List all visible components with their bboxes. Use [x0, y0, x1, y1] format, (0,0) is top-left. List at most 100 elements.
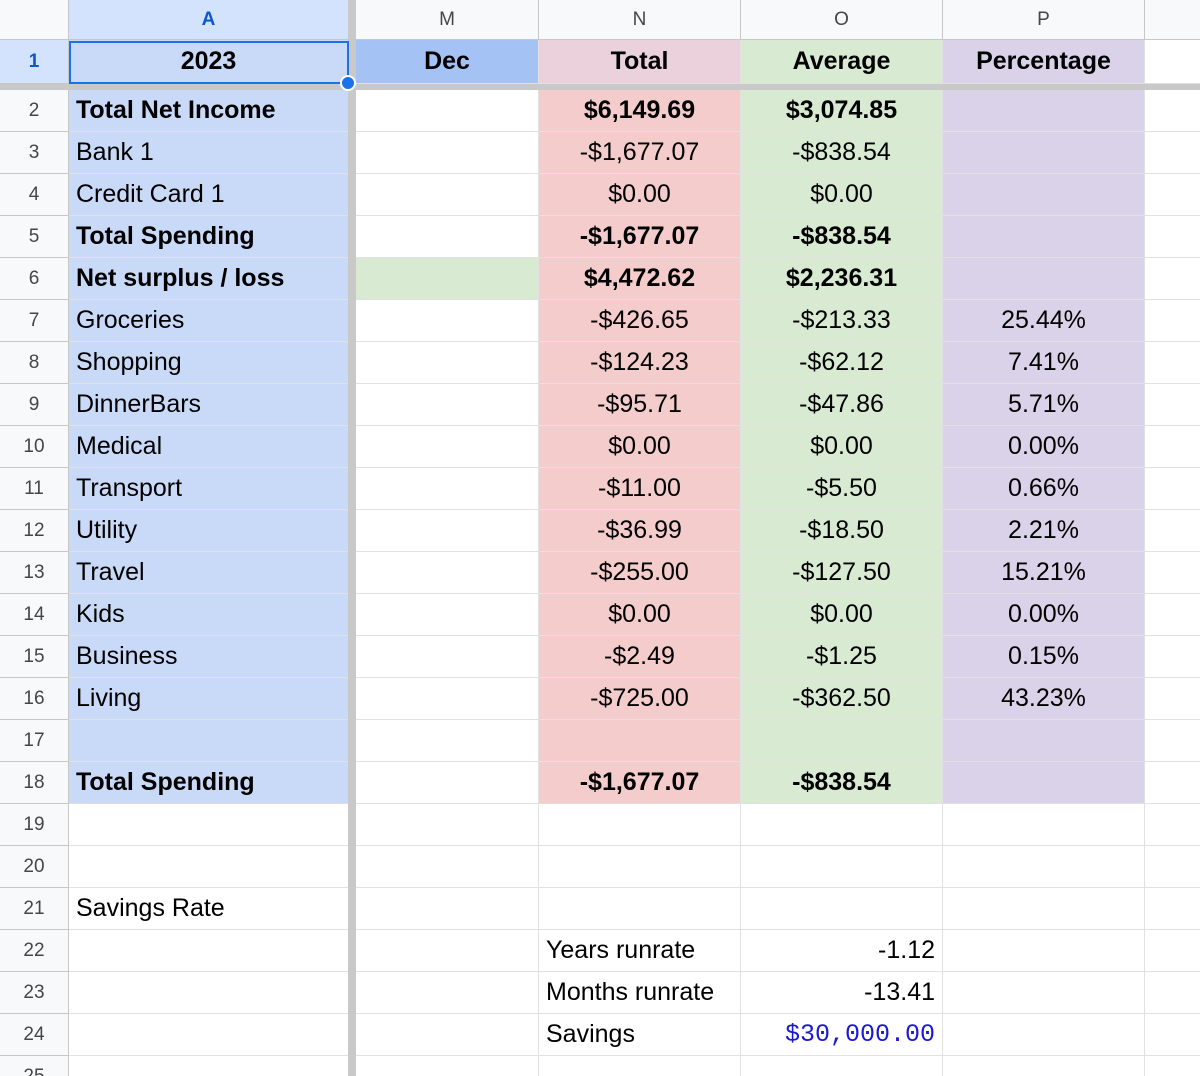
row-label-cell[interactable] — [69, 1056, 349, 1076]
percentage-cell[interactable] — [943, 132, 1145, 174]
cell-o1-average[interactable]: Average — [741, 40, 943, 84]
row-label-cell[interactable]: Transport — [69, 468, 349, 510]
dec-cell[interactable] — [356, 636, 539, 678]
dec-cell[interactable] — [356, 342, 539, 384]
empty-cell[interactable] — [1145, 174, 1200, 216]
dec-cell[interactable] — [356, 720, 539, 762]
dec-cell[interactable] — [356, 804, 539, 846]
row-label-cell[interactable]: Net surplus / loss — [69, 258, 349, 300]
total-cell[interactable]: -$426.65 — [539, 300, 741, 342]
percentage-cell[interactable] — [943, 888, 1145, 930]
percentage-cell[interactable] — [943, 720, 1145, 762]
percentage-cell[interactable] — [943, 1014, 1145, 1056]
fill-handle[interactable] — [340, 75, 356, 91]
total-cell[interactable]: -$124.23 — [539, 342, 741, 384]
percentage-cell[interactable] — [943, 804, 1145, 846]
frozen-row-divider[interactable] — [0, 84, 1200, 90]
row-header[interactable]: 6 — [0, 258, 69, 300]
empty-cell[interactable] — [1145, 930, 1200, 972]
empty-cell[interactable] — [1145, 342, 1200, 384]
dec-cell[interactable] — [356, 174, 539, 216]
summary-value-cell[interactable] — [741, 1056, 943, 1076]
row-label-cell[interactable] — [69, 720, 349, 762]
dec-cell[interactable] — [356, 258, 539, 300]
row-label-cell[interactable]: Bank 1 — [69, 132, 349, 174]
row-header[interactable]: 20 — [0, 846, 69, 888]
dec-cell[interactable] — [356, 1014, 539, 1056]
summary-label-cell[interactable] — [539, 846, 741, 888]
percentage-cell[interactable] — [943, 1056, 1145, 1076]
summary-label-cell[interactable]: Savings — [539, 1014, 741, 1056]
total-cell[interactable]: -$11.00 — [539, 468, 741, 510]
empty-cell[interactable] — [1145, 888, 1200, 930]
percentage-cell[interactable] — [943, 258, 1145, 300]
empty-cell[interactable] — [1145, 804, 1200, 846]
row-label-cell[interactable] — [69, 930, 349, 972]
dec-cell[interactable] — [356, 90, 539, 132]
percentage-cell[interactable] — [943, 846, 1145, 888]
percentage-cell[interactable] — [943, 972, 1145, 1014]
row-header[interactable]: 22 — [0, 930, 69, 972]
dec-cell[interactable] — [356, 468, 539, 510]
dec-cell[interactable] — [356, 888, 539, 930]
row-label-cell[interactable]: Living — [69, 678, 349, 720]
row-header[interactable]: 18 — [0, 762, 69, 804]
row-header[interactable]: 8 — [0, 342, 69, 384]
percentage-cell[interactable]: 15.21% — [943, 552, 1145, 594]
dec-cell[interactable] — [356, 552, 539, 594]
row-header[interactable]: 24 — [0, 1014, 69, 1056]
average-cell[interactable]: -$838.54 — [741, 216, 943, 258]
row-header[interactable]: 15 — [0, 636, 69, 678]
row-label-cell[interactable]: Utility — [69, 510, 349, 552]
percentage-cell[interactable]: 0.00% — [943, 594, 1145, 636]
column-header-m[interactable]: M — [356, 0, 539, 40]
total-cell[interactable]: -$255.00 — [539, 552, 741, 594]
average-cell[interactable]: -$213.33 — [741, 300, 943, 342]
column-header-p[interactable]: P — [943, 0, 1145, 40]
summary-value-cell[interactable]: -13.41 — [741, 972, 943, 1014]
dec-cell[interactable] — [356, 510, 539, 552]
total-cell[interactable]: $0.00 — [539, 426, 741, 468]
row-label-cell[interactable]: Shopping — [69, 342, 349, 384]
total-cell[interactable]: $0.00 — [539, 174, 741, 216]
empty-cell[interactable] — [1145, 468, 1200, 510]
row-header[interactable]: 13 — [0, 552, 69, 594]
average-cell[interactable]: -$838.54 — [741, 762, 943, 804]
total-cell[interactable]: -$1,677.07 — [539, 762, 741, 804]
row-label-cell[interactable] — [69, 846, 349, 888]
empty-cell[interactable] — [1145, 552, 1200, 594]
percentage-cell[interactable]: 5.71% — [943, 384, 1145, 426]
empty-cell[interactable] — [1145, 384, 1200, 426]
row-label-cell[interactable] — [69, 804, 349, 846]
empty-cell[interactable] — [1145, 300, 1200, 342]
row-header[interactable]: 21 — [0, 888, 69, 930]
row-header[interactable]: 16 — [0, 678, 69, 720]
percentage-cell[interactable] — [943, 174, 1145, 216]
empty-cell[interactable] — [1145, 678, 1200, 720]
cell-m1-dec[interactable]: Dec — [356, 40, 539, 84]
total-cell[interactable]: -$725.00 — [539, 678, 741, 720]
total-cell[interactable]: -$36.99 — [539, 510, 741, 552]
row-header[interactable]: 3 — [0, 132, 69, 174]
dec-cell[interactable] — [356, 216, 539, 258]
select-all-corner[interactable] — [0, 0, 69, 40]
frozen-column-divider[interactable] — [348, 0, 356, 1076]
average-cell[interactable]: $0.00 — [741, 594, 943, 636]
dec-cell[interactable] — [356, 594, 539, 636]
average-cell[interactable]: $2,236.31 — [741, 258, 943, 300]
empty-cell[interactable] — [1145, 720, 1200, 762]
row-header[interactable]: 19 — [0, 804, 69, 846]
percentage-cell[interactable]: 2.21% — [943, 510, 1145, 552]
summary-value-cell[interactable]: $30,000.00 — [741, 1014, 943, 1056]
column-header-next[interactable] — [1145, 0, 1200, 40]
dec-cell[interactable] — [356, 426, 539, 468]
row-label-cell[interactable]: Credit Card 1 — [69, 174, 349, 216]
dec-cell[interactable] — [356, 930, 539, 972]
average-cell[interactable]: -$62.12 — [741, 342, 943, 384]
percentage-cell[interactable]: 0.66% — [943, 468, 1145, 510]
row-header[interactable]: 17 — [0, 720, 69, 762]
empty-cell[interactable] — [1145, 1056, 1200, 1076]
row-header[interactable]: 9 — [0, 384, 69, 426]
row-label-cell[interactable]: Kids — [69, 594, 349, 636]
dec-cell[interactable] — [356, 972, 539, 1014]
